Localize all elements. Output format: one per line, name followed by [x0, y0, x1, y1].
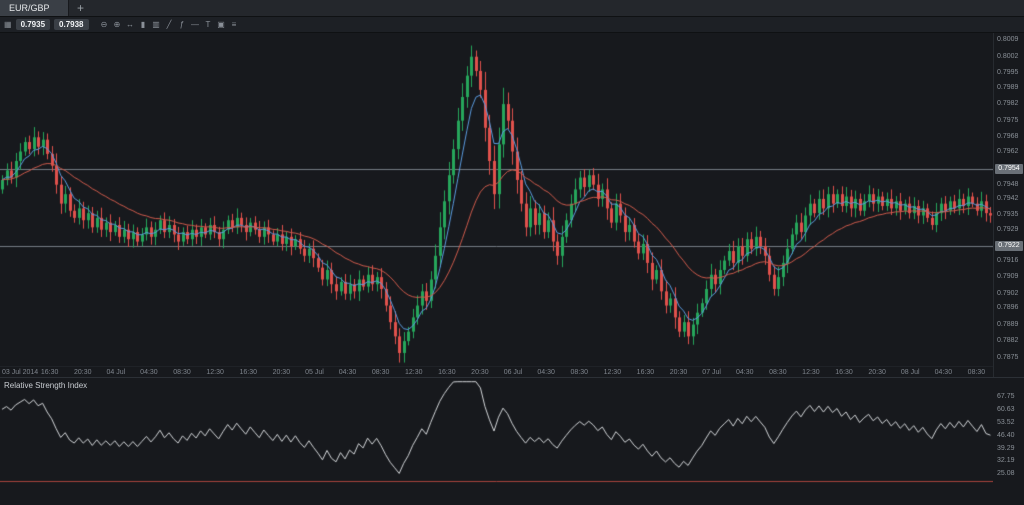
zoom-in-icon[interactable]: ⊕	[113, 20, 121, 29]
time-tick-label: 07 Jul	[702, 369, 721, 376]
time-tick-label: 08:30	[570, 369, 589, 376]
rsi-tick-label: 39.29	[997, 444, 1015, 452]
rsi-tick-label: 46.40	[997, 431, 1015, 439]
time-tick-label: 05 Jul	[305, 369, 324, 376]
time-tick-label: 20:30	[471, 369, 489, 376]
bar-chart-icon[interactable]: ▥	[152, 20, 160, 29]
rsi-tick-label: 32.19	[997, 457, 1015, 465]
time-tick-label: 04:30	[140, 369, 158, 376]
snapshot-icon[interactable]: ▣	[217, 20, 225, 29]
time-tick-label: 04:30	[735, 369, 754, 376]
zoom-out-icon[interactable]: ⊖	[100, 20, 108, 29]
time-tick-label: 20:30	[868, 369, 886, 376]
time-tick-label: 16:30	[239, 369, 258, 376]
time-tick-label: 08:30	[769, 369, 787, 376]
time-tick-label: 12:30	[603, 369, 622, 376]
price-tick-label: 0.7909	[997, 273, 1019, 281]
price-tick-label: 0.8009	[997, 36, 1019, 44]
price-tick-label: 0.7929	[997, 225, 1019, 233]
time-tick-label: 12:30	[404, 369, 423, 376]
time-tick-label: 03 Jul 2014	[2, 369, 39, 376]
time-tick-label: 04:30	[537, 369, 555, 376]
price-tick-label: 0.7889	[997, 320, 1019, 328]
new-tab-button[interactable]: +	[77, 1, 85, 15]
price-tick-label: 0.7916	[997, 256, 1019, 264]
tab-label: EUR/GBP	[9, 3, 50, 13]
horizontal-line-icon[interactable]: ―	[191, 20, 199, 29]
price-tick-label: 0.7902	[997, 289, 1019, 297]
tab-bar: EUR/GBP +	[0, 0, 1024, 17]
price-tick-label: 0.7982	[997, 100, 1019, 108]
price-tick-label: 0.7989	[997, 83, 1019, 91]
price-axis[interactable]: 0.8009 0.8002 0.7995 0.7989 0.7982 0.7975 0.79…	[994, 33, 1024, 366]
price-tick-label: 0.7935	[997, 211, 1019, 219]
expand-icon[interactable]: ↔	[126, 20, 134, 29]
price-chart[interactable]	[0, 33, 993, 366]
text-tool-icon[interactable]: T	[205, 20, 211, 29]
rsi-title: Relative Strength Index	[4, 381, 88, 390]
axis-separator	[993, 33, 994, 505]
time-tick-label: 06 Jul	[503, 369, 523, 376]
price-tick-label: 0.7975	[997, 116, 1019, 124]
tab-eurgbp[interactable]: EUR/GBP	[0, 0, 69, 16]
indicators-icon[interactable]: ƒ	[179, 20, 185, 29]
rsi-tick-label: 25.08	[997, 470, 1015, 478]
menu-icon[interactable]: ≡	[231, 20, 237, 29]
rsi-tick-label: 67.75	[997, 393, 1015, 401]
time-tick-label: 16:30	[835, 369, 853, 376]
price-tick-label: 0.7942	[997, 194, 1019, 202]
trendline-icon[interactable]: ╱	[166, 20, 172, 29]
time-tick-label: 16:30	[438, 369, 456, 376]
time-tick-label: 08:30	[173, 369, 191, 376]
rsi-chart[interactable]	[0, 379, 993, 505]
rsi-tick-label: 60.63	[997, 406, 1015, 414]
toolbar-icons: ⊖ ⊕ ↔ ▮ ▥ ╱ ƒ ― T ▣ ≡	[99, 18, 240, 31]
time-tick-label: 08 Jul	[900, 369, 920, 376]
time-tick-label: 04:30	[338, 369, 357, 376]
time-tick-label: 12:30	[802, 369, 820, 376]
time-tick-label: 04:30	[934, 369, 953, 376]
price-tick-label: 0.8002	[997, 52, 1019, 60]
price-tick-label: 0.7882	[997, 337, 1019, 345]
time-tick-label: 12:30	[206, 369, 224, 376]
time-tick-label: 16:30	[636, 369, 655, 376]
time-axis[interactable]: 03 Jul 2014 16:30 20:30 04 Jul 04:30 08:30 12:…	[0, 366, 993, 377]
time-tick-label: 20:30	[73, 369, 92, 376]
time-tick-label: 20:30	[669, 369, 688, 376]
rsi-tick-label: 53.52	[997, 418, 1015, 426]
candlestick-chart-icon[interactable]: ▮	[140, 20, 146, 29]
time-tick-label: 16:30	[40, 369, 59, 376]
time-tick-label: 04 Jul	[106, 369, 126, 376]
price-tick-label: 0.7896	[997, 303, 1019, 311]
price-tick-label: 0.7995	[997, 69, 1019, 77]
rsi-axis[interactable]: 67.75 60.63 53.52 46.40 39.29 32.19 25.08	[994, 378, 1024, 505]
price-tick-label: 0.7962	[997, 147, 1019, 155]
price-tick-label: 0.7875	[997, 353, 1019, 361]
time-tick-label: 08:30	[371, 369, 390, 376]
chart-toolbar: ▦ 0.7935 0.7938 ⊖ ⊕ ↔ ▮ ▥ ╱ ƒ ― T ▣ ≡	[0, 17, 1024, 33]
sell-price-badge[interactable]: 0.7935	[15, 19, 51, 30]
price-tick-label: 0.7968	[997, 133, 1019, 141]
price-level-badge[interactable]: 0.7922	[995, 241, 1023, 252]
quicktrade-icon[interactable]: ▦	[4, 19, 12, 29]
time-tick-label: 20:30	[272, 369, 291, 376]
time-tick-label: 08:30	[967, 369, 986, 376]
price-tick-label: 0.7948	[997, 180, 1019, 188]
price-level-badge[interactable]: 0.7954	[995, 164, 1023, 175]
buy-price-badge[interactable]: 0.7938	[54, 19, 89, 30]
rsi-panel: Relative Strength Index 67.75 60.63 53.52 4…	[0, 377, 1024, 505]
